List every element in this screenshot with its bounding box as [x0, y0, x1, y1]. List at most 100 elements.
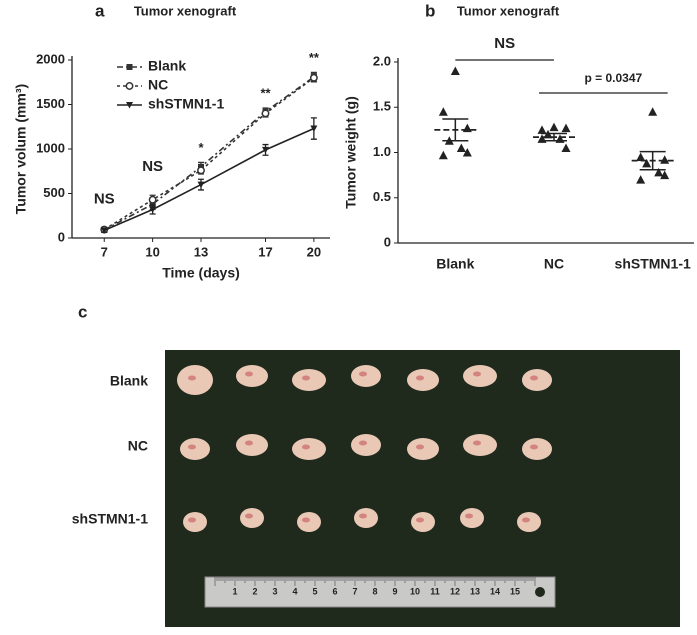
- y-tick-label: 1000: [36, 140, 65, 155]
- tumor: [522, 369, 552, 391]
- tumor: [517, 512, 541, 532]
- data-point: [462, 123, 472, 133]
- data-point: [549, 122, 559, 132]
- legend-label: NC: [148, 77, 168, 93]
- tumor: [351, 434, 381, 456]
- ruler-label: 15: [510, 586, 520, 596]
- ruler-label: 3: [272, 586, 277, 596]
- data-point: [660, 170, 670, 180]
- y-tick-label: 0: [384, 234, 391, 249]
- row-label: shSTMN1-1: [72, 511, 148, 527]
- x-tick-label: 7: [101, 244, 108, 259]
- marker: [149, 206, 157, 214]
- legend-marker: [126, 102, 133, 109]
- ruler-hole: [535, 587, 545, 597]
- x-tick-label: 17: [258, 244, 272, 259]
- tumor-highlight: [359, 371, 367, 377]
- ruler-label: 7: [352, 586, 357, 596]
- x-axis-label: Time (days): [162, 265, 240, 281]
- data-point: [654, 167, 664, 177]
- tumor: [463, 365, 497, 387]
- tumor-highlight: [302, 517, 310, 523]
- data-point: [561, 143, 571, 152]
- series-line: [103, 127, 315, 232]
- legend-marker: [126, 64, 133, 70]
- ruler-label: 2: [252, 586, 257, 596]
- y-tick-label: 1500: [36, 96, 65, 111]
- ruler-label: 8: [372, 586, 377, 596]
- sem-bar: [442, 118, 469, 142]
- tumor-highlight: [188, 444, 196, 450]
- marker: [309, 73, 318, 82]
- marker: [197, 181, 205, 189]
- y-tick-label: 2000: [36, 51, 65, 66]
- tumor-highlight: [245, 440, 253, 446]
- tumor-highlight: [245, 371, 253, 377]
- y-tick-label: 1.0: [373, 144, 391, 159]
- annotation: **: [309, 50, 320, 65]
- tumor-highlight: [302, 444, 310, 450]
- sem-bar: [639, 150, 666, 171]
- legend-label: shSTMN1-1: [148, 96, 224, 112]
- annotation: NS: [94, 190, 115, 207]
- tumor: [183, 512, 207, 532]
- y-tick-label: 0.5: [373, 189, 391, 204]
- y-tick-label: 2.0: [373, 53, 391, 68]
- tumor-highlight: [302, 375, 310, 381]
- panel-label: a: [95, 1, 105, 20]
- tumor-highlight: [359, 513, 367, 519]
- data-point: [555, 134, 565, 143]
- annotation: **: [260, 85, 271, 100]
- ruler-label: 13: [470, 586, 480, 596]
- tumor-highlight: [465, 513, 473, 519]
- x-tick-label: 13: [194, 244, 208, 259]
- tumor-highlight: [416, 517, 424, 523]
- ruler-label: 14: [490, 586, 500, 596]
- marker: [148, 195, 157, 204]
- tumor-highlight: [530, 375, 538, 381]
- marker: [100, 227, 108, 234]
- y-tick-label: 1.5: [373, 99, 391, 114]
- chart-title: Tumor xenograft: [134, 3, 237, 18]
- comparison-label: p = 0.0347: [584, 71, 642, 85]
- x-tick-label: 20: [307, 244, 321, 259]
- ruler: [204, 576, 556, 608]
- marker: [262, 146, 269, 154]
- data-point: [648, 107, 658, 116]
- ruler-label: 9: [392, 586, 397, 596]
- tumor: [411, 512, 435, 532]
- ruler-label: 6: [332, 586, 337, 596]
- marker: [310, 125, 318, 133]
- ruler-label: 10: [410, 586, 420, 596]
- tumor: [354, 508, 378, 528]
- data-point: [537, 125, 547, 134]
- annotation: *: [198, 140, 204, 155]
- data-point: [636, 152, 646, 162]
- tumor-highlight: [522, 517, 530, 523]
- ruler-label: 4: [292, 586, 297, 596]
- x-tick-label: NC: [544, 256, 564, 272]
- series-line: [103, 77, 315, 231]
- ruler-label: 12: [450, 586, 460, 596]
- y-axis-label: Tumor volum (mm³): [13, 84, 29, 214]
- ruler-label: 11: [430, 586, 440, 596]
- y-tick-label: 500: [43, 185, 65, 200]
- sem-bar: [541, 132, 567, 142]
- x-tick-label: Blank: [436, 256, 474, 272]
- tumor: [177, 365, 213, 395]
- annotation: NS: [142, 158, 163, 175]
- panel-label: c: [78, 302, 87, 321]
- x-tick-label: 10: [145, 244, 159, 259]
- data-point: [636, 175, 646, 184]
- legend-marker: [125, 82, 134, 90]
- tumor: [297, 512, 321, 532]
- tumor: [292, 438, 326, 460]
- tumor-highlight: [473, 371, 481, 377]
- tumor-highlight: [245, 513, 253, 519]
- data-point: [660, 155, 670, 164]
- tumor: [522, 438, 552, 460]
- marker: [261, 109, 270, 118]
- tumor-highlight: [416, 375, 424, 381]
- data-point: [561, 123, 571, 133]
- tumor-highlight: [416, 444, 424, 450]
